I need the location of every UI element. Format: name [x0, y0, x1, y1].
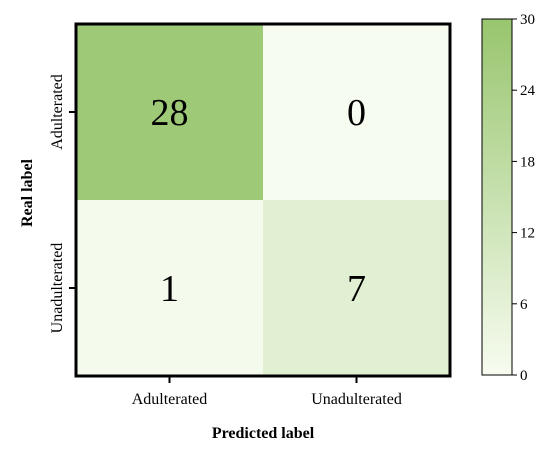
cell-value-label-r1-c0: 1	[160, 268, 179, 310]
colorbar-tick-label-1: 6	[520, 297, 528, 313]
colorbar-tick-label-2: 12	[520, 226, 535, 242]
heatmap-cells	[76, 24, 450, 376]
heatmap-cell-r1-c1	[263, 200, 450, 376]
y-axis-title: Real label	[19, 158, 36, 227]
y-axis: Adulterated Unadulterated	[49, 74, 75, 333]
plot-frame	[74, 22, 452, 378]
x-tick-label-0: Adulterated	[132, 391, 208, 408]
y-tick-label-1: Unadulterated	[49, 243, 66, 334]
colorbar	[481, 18, 513, 376]
cell-value-labels: 28 0 1 7	[151, 92, 367, 310]
colorbar-tick-label-3: 18	[520, 154, 535, 170]
cell-value-label-r0-c0: 28	[151, 92, 189, 134]
colorbar-tick-label-5: 30	[520, 12, 535, 28]
x-tick-label-1: Unadulterated	[311, 391, 402, 408]
colorbar-ticks: 0 6 12 18 24 30	[512, 12, 536, 384]
x-axis-title: Predicted label	[212, 425, 315, 442]
x-axis: Adulterated Unadulterated	[132, 377, 402, 408]
colorbar-tick-label-4: 24	[520, 83, 536, 99]
heatmap-cell-r1-c0	[76, 200, 263, 376]
heatmap-cell-r0-c1	[263, 24, 450, 200]
cell-value-label-r1-c1: 7	[347, 268, 366, 310]
y-tick-label-0: Adulterated	[49, 74, 66, 150]
cell-value-label-r0-c1: 0	[347, 92, 366, 134]
heatmap-cell-r0-c0	[76, 24, 263, 200]
colorbar-tick-label-0: 0	[520, 368, 528, 384]
